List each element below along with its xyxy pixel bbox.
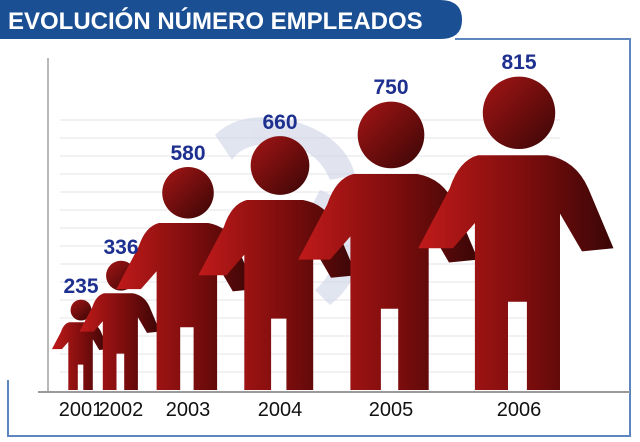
x-tick-label: 2001 [59, 399, 104, 421]
x-tick-label: 2004 [258, 399, 303, 421]
title-band [0, 0, 462, 39]
x-tick-label: 2002 [99, 399, 144, 421]
figure-head [357, 101, 425, 169]
labels-layer: 235 2001 336 2002 580 2003 660 2004 750 2005 815 20… [59, 51, 542, 421]
x-tick-label: 2006 [497, 399, 542, 421]
figure-body [418, 155, 614, 390]
value-label: 660 [262, 111, 297, 134]
chart-title: EVOLUCIÓN NÚMERO EMPLEADOS [8, 7, 423, 35]
x-tick-label: 2003 [166, 399, 211, 421]
figure-head [482, 76, 556, 150]
figure-body [51, 322, 109, 390]
figure-head [70, 299, 92, 321]
chart-frame [7, 38, 631, 437]
figure-2006 [418, 76, 614, 390]
figures-layer [51, 76, 614, 390]
value-label: 235 [63, 275, 98, 298]
value-label: 336 [103, 236, 138, 259]
value-label: 750 [373, 76, 408, 99]
value-label: 580 [170, 142, 205, 165]
value-label: 815 [501, 51, 536, 74]
figure-body [79, 293, 160, 390]
figure-head [250, 136, 310, 195]
x-tick-label: 2005 [369, 399, 414, 421]
figure-head [162, 166, 214, 219]
figure-2001 [51, 299, 109, 390]
